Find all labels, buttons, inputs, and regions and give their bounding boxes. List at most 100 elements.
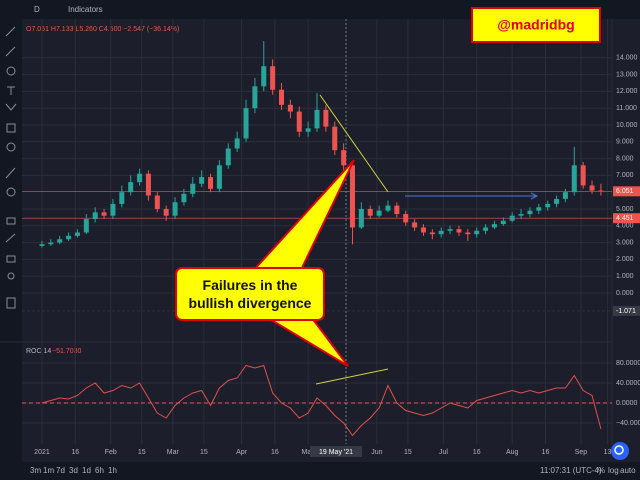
y-tick-label: 11.000 [616,105,637,112]
y-tick-label: 9.000 [616,139,634,146]
candle-body [447,229,453,231]
candle-body [367,208,373,216]
price-marker [613,186,640,197]
x-tick-label: 15 [138,449,146,456]
range-button[interactable]: 1h [108,466,117,475]
x-tick-label: 16 [271,449,279,456]
y-tick-label: 7.000 [616,172,634,179]
candle-body [527,210,533,215]
candle-body [438,230,444,235]
candle-body [491,224,497,228]
x-tick-label: 16 [71,449,79,456]
x-tick-label: Mar [167,449,180,456]
candle-body [48,242,54,245]
y-tick-label: 1.000 [616,273,634,280]
x-tick-label: 16 [542,449,550,456]
candle-body [66,235,72,240]
y-tick-label: −40.0000 [616,420,640,427]
x-tick-label: 15 [404,449,412,456]
watermark-box [471,7,601,43]
candle-body [403,214,409,223]
trend-line [319,94,389,193]
candle-body [420,227,426,233]
scale-option[interactable]: % [598,466,605,475]
callout [175,267,325,321]
candle-body [394,205,400,215]
candle-body [154,195,160,209]
candle-body [225,148,231,166]
y-tick-label: 0.000 [616,290,634,297]
candle-body [101,212,107,216]
x-tick-label: 15 [200,449,208,456]
callout-joint [270,314,310,319]
candle-body [483,227,489,231]
x-tick-label: Sep [575,449,588,456]
range-button[interactable]: 3d [69,466,78,475]
candle-body [323,109,329,127]
drawing-tools[interactable] [5,26,17,309]
price-marker [613,213,640,224]
candle-body [589,185,595,191]
candle-body [208,177,214,189]
candle-body [199,177,205,184]
range-button[interactable]: 6h [95,466,104,475]
candle-body [216,165,222,189]
search-icon [614,445,624,455]
ohlc-legend: O7.051 H7.133 L5.260 C4.500 −2.547 (−36.… [26,26,179,33]
callout-text-box: Failures in the bullish divergence [188,277,312,311]
y-tick-label: 14.000 [616,55,638,62]
price-marker-label: 4.451 [616,215,634,222]
x-tick-label: May [302,449,316,456]
candle-body [119,192,125,204]
candle-body [261,66,267,87]
scale-option[interactable]: auto [620,466,636,475]
y-tick-label: 80.0000 [616,360,640,367]
range-button[interactable]: 3m [30,466,41,475]
candle-body [270,66,276,90]
candle-body [163,208,169,216]
candle-body [465,232,471,235]
price-marker [613,305,640,316]
interval-button[interactable]: D [34,5,40,14]
scale-option[interactable]: log [608,466,619,475]
search-button[interactable] [611,442,629,460]
price-marker-label: -1.071 [616,308,636,315]
watermark: @madridbg [497,17,574,33]
price-marker-label: 6.051 [616,188,634,195]
x-tick-label: Jul [439,449,448,456]
candle-body [562,192,568,199]
crosshair-label: 19 May '21 [319,449,353,456]
indicators-button[interactable]: Indicators [68,5,103,14]
candle-body [598,190,604,192]
x-tick-label: Feb [105,449,117,456]
candle-body [429,232,435,235]
candle-body [92,212,98,220]
candle-body [83,219,89,233]
candle-body [571,165,577,193]
candle-body [518,214,524,216]
candle-body [181,193,187,203]
y-tick-label: 40.0000 [616,380,640,387]
candle-body [110,203,116,216]
candle-body [305,128,311,132]
candle-body [500,220,506,225]
y-tick-label: 13.000 [616,71,638,78]
x-tick-label: 13 [604,449,612,456]
crosshair-label-box [310,446,362,457]
range-button[interactable]: 1m [43,466,54,475]
candle-body [234,138,240,149]
x-tick-label: 2021 [34,449,50,456]
candle-body [296,111,302,132]
candle-body [358,208,364,228]
callout-text: Failures in the bullish divergence [188,277,312,311]
range-button[interactable]: 1d [82,466,91,475]
x-tick-label: Apr [236,449,248,456]
candle-body [243,108,249,139]
y-tick-label: 2.000 [616,256,634,263]
range-button[interactable]: 7d [56,466,65,475]
candle-body [545,203,551,208]
candle-body [39,244,45,246]
candle-body [314,109,320,129]
candle-body [332,126,338,151]
